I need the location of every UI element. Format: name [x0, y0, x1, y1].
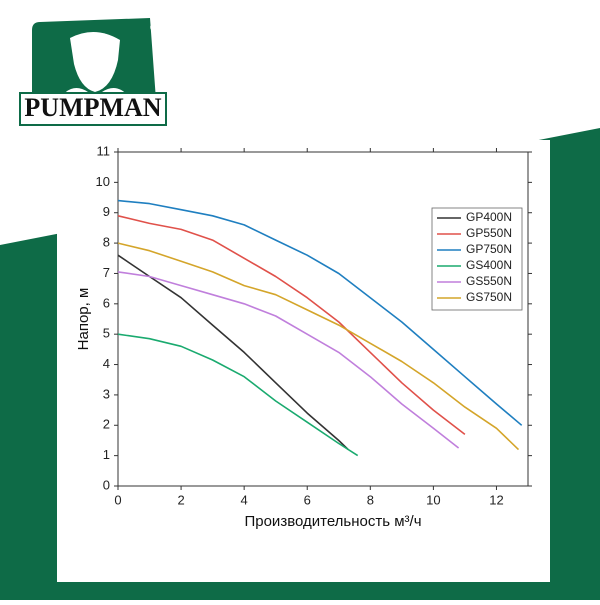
legend-box: [431, 207, 523, 311]
y-tick-label: 4: [103, 356, 110, 371]
series-line: [117, 242, 520, 451]
series-line: [117, 199, 523, 426]
x-tick-label: 0: [114, 492, 121, 507]
x-axis-title: Производительность м³/ч: [244, 513, 421, 530]
logo: PUMPMAN ®: [19, 18, 167, 126]
legend-label: GS750N: [466, 290, 512, 304]
legend-label: GS550N: [466, 274, 512, 288]
x-tick-label: 6: [304, 492, 311, 507]
legend-label: GP400N: [466, 210, 512, 224]
y-tick-label: 0: [103, 477, 110, 492]
y-tick-label: 3: [103, 386, 110, 401]
series-line: [117, 254, 349, 451]
x-tick-label: 4: [241, 492, 248, 507]
y-tick-label: 9: [103, 204, 110, 219]
series-line: [117, 215, 466, 436]
legend-label: GS400N: [466, 258, 512, 272]
y-tick-label: 11: [97, 143, 111, 158]
legend-label: GP550N: [466, 226, 512, 240]
y-tick-label: 10: [96, 174, 110, 189]
x-tick-label: 8: [367, 492, 374, 507]
legend-label: GP750N: [466, 242, 512, 256]
logo-plate: [19, 92, 167, 126]
series-line: [117, 333, 359, 457]
x-tick-label: 2: [177, 492, 184, 507]
y-tick-label: 8: [103, 235, 110, 250]
x-tick-label: 12: [489, 492, 503, 507]
series-line: [117, 271, 460, 449]
plot: 0 2 4 6 8 10 1201234567891011Производительност…: [75, 143, 532, 530]
plot-frame: [117, 151, 529, 487]
x-tick-label: 10: [426, 492, 440, 507]
y-tick-label: 1: [103, 447, 110, 462]
y-axis-title: Напор, м: [75, 288, 92, 351]
y-tick-label: 6: [103, 295, 110, 310]
logo-face: [70, 31, 120, 92]
brand-mark: ®: [150, 22, 157, 32]
y-tick-label: 5: [103, 326, 110, 341]
y-tick-label: 2: [103, 417, 110, 432]
y-tick-label: 7: [103, 265, 110, 280]
brand-name: PUMPMAN: [24, 93, 161, 122]
